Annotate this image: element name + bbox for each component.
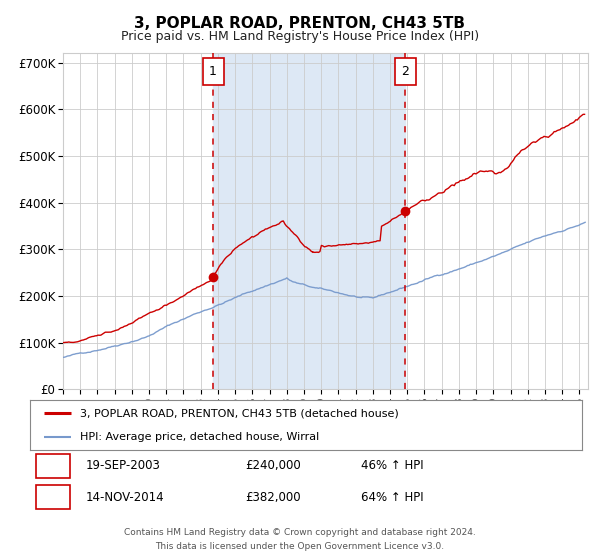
Text: 3, POPLAR ROAD, PRENTON, CH43 5TB: 3, POPLAR ROAD, PRENTON, CH43 5TB xyxy=(134,16,466,31)
Text: 1: 1 xyxy=(209,65,217,78)
Text: 1: 1 xyxy=(49,459,56,472)
Text: 14-NOV-2014: 14-NOV-2014 xyxy=(85,491,164,504)
Text: 64% ↑ HPI: 64% ↑ HPI xyxy=(361,491,424,504)
Text: 3, POPLAR ROAD, PRENTON, CH43 5TB (detached house): 3, POPLAR ROAD, PRENTON, CH43 5TB (detac… xyxy=(80,408,398,418)
Text: 19-SEP-2003: 19-SEP-2003 xyxy=(85,459,160,472)
Text: 46% ↑ HPI: 46% ↑ HPI xyxy=(361,459,424,472)
Text: £240,000: £240,000 xyxy=(245,459,301,472)
Text: 2: 2 xyxy=(49,491,56,504)
Text: Contains HM Land Registry data © Crown copyright and database right 2024.: Contains HM Land Registry data © Crown c… xyxy=(124,528,476,536)
Text: 2: 2 xyxy=(401,65,409,78)
FancyBboxPatch shape xyxy=(203,58,224,85)
FancyBboxPatch shape xyxy=(395,58,416,85)
FancyBboxPatch shape xyxy=(35,454,70,478)
Text: HPI: Average price, detached house, Wirral: HPI: Average price, detached house, Wirr… xyxy=(80,432,319,442)
Bar xyxy=(213,53,405,389)
Text: This data is licensed under the Open Government Licence v3.0.: This data is licensed under the Open Gov… xyxy=(155,542,445,550)
FancyBboxPatch shape xyxy=(35,485,70,510)
Text: Price paid vs. HM Land Registry's House Price Index (HPI): Price paid vs. HM Land Registry's House … xyxy=(121,30,479,43)
Text: £382,000: £382,000 xyxy=(245,491,301,504)
